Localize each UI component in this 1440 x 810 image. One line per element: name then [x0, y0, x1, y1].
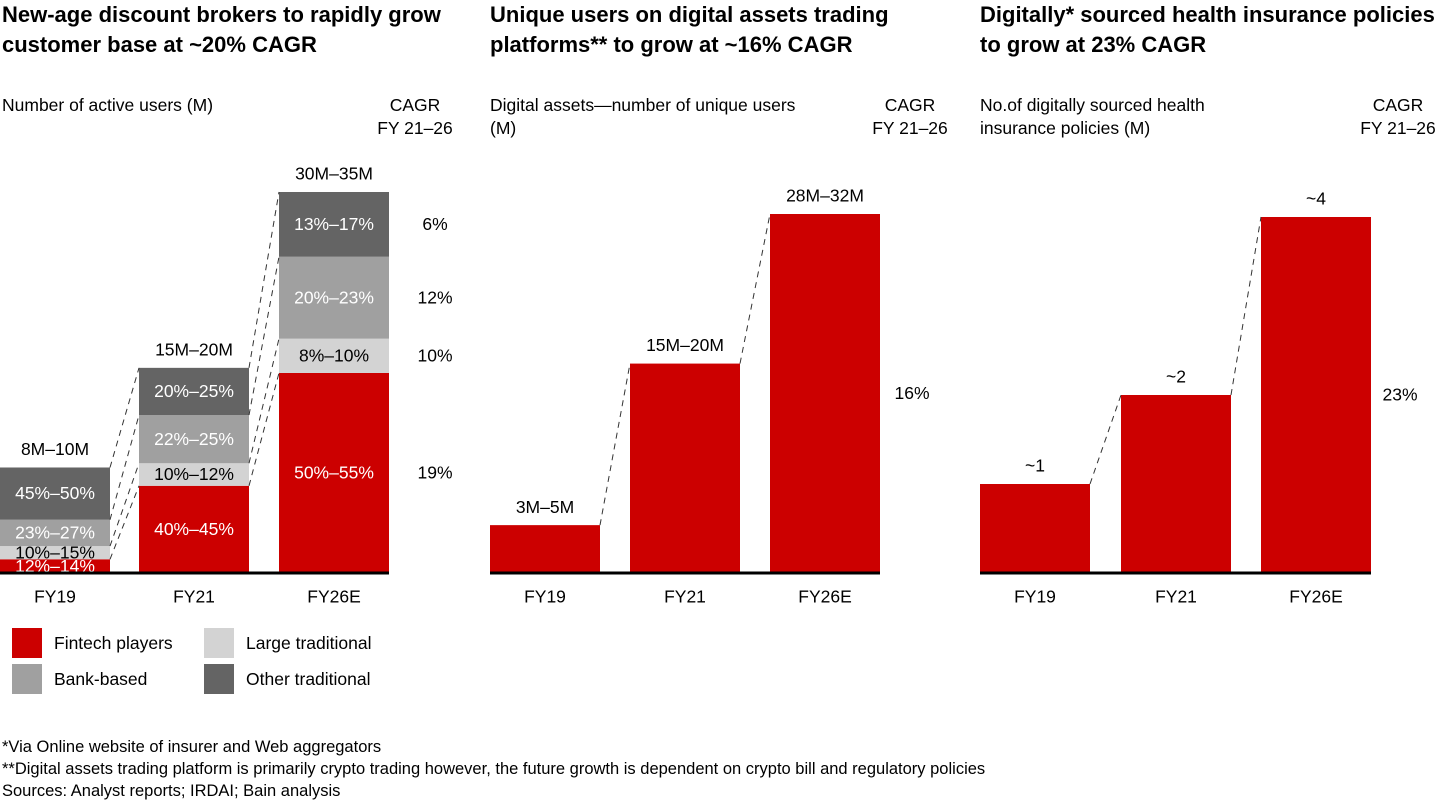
bar-value-label: ~2: [1166, 367, 1186, 387]
cagr-header-line1: CAGR: [884, 95, 936, 115]
connector-line: [109, 367, 140, 468]
panel-1-cagr-header: CAGR FY 21–26: [365, 94, 465, 140]
bar-segment-bank-fy19: [0, 519, 110, 547]
segment-label: 20%–23%: [294, 287, 374, 307]
cagr-value-large: 10%: [417, 345, 452, 365]
bar-value-label: 3M–5M: [516, 497, 574, 517]
segment-label: 10%–15%: [15, 542, 95, 562]
bar-segment-fintech-fy26e: [279, 372, 389, 573]
cagr-header-line1: CAGR: [1372, 95, 1424, 115]
x-tick-label: FY21: [664, 587, 706, 607]
cagr-value-fintech: 19%: [417, 463, 452, 483]
bar-value-label: 28M–32M: [786, 186, 864, 206]
bar-fy26e: [770, 214, 880, 573]
legend-swatch-large: [204, 628, 234, 658]
cagr-value-bank: 12%: [417, 287, 452, 307]
panel-2-cagr-header: CAGR FY 21–26: [860, 94, 960, 140]
bar-value-label: 15M–20M: [646, 335, 724, 355]
connector-line: [739, 213, 771, 364]
bar-segment-fintech-fy19: [0, 559, 110, 573]
segment-label: 8%–10%: [299, 345, 369, 365]
legend-label: Other traditional: [246, 668, 371, 689]
bar-total-label: 8M–10M: [21, 439, 89, 459]
x-tick-label: FY19: [1014, 587, 1056, 607]
legend-item-bank: Bank-based: [12, 664, 147, 694]
bar-value-label: ~4: [1306, 189, 1326, 209]
segment-label: 20%–25%: [154, 381, 234, 401]
connector-line: [109, 485, 140, 560]
segment-label: 23%–27%: [15, 523, 95, 543]
connector-line: [248, 191, 280, 368]
bar-segment-fintech-fy21: [139, 485, 249, 573]
segment-label: 40%–45%: [154, 519, 234, 539]
legend-label: Bank-based: [54, 668, 148, 689]
legend-item-large: Large traditional: [204, 628, 372, 658]
bar-value-label: ~1: [1025, 456, 1045, 476]
footnote-3: Sources: Analyst reports; IRDAI; Bain an…: [2, 782, 341, 800]
bar-fy21: [630, 363, 740, 573]
bar-total-label: 15M–20M: [155, 339, 233, 359]
segment-label: 12%–14%: [15, 556, 95, 576]
x-tick-label: FY26E: [798, 587, 852, 607]
bar-fy19: [490, 525, 600, 573]
connector-line: [1089, 394, 1122, 485]
segment-label: 45%–50%: [15, 483, 95, 503]
segment-label: 10%–12%: [154, 464, 234, 484]
bar-segment-large-fy26e: [279, 338, 389, 373]
footnote-2: **Digital assets trading platform is pri…: [2, 760, 986, 778]
x-tick-label: FY21: [1155, 587, 1197, 607]
panel-3-subtitle: No.of digitally sourced health insurance…: [980, 95, 1205, 138]
bar-segment-large-fy21: [139, 463, 249, 486]
bar-fy21: [1121, 395, 1231, 573]
bar-fy26e: [1261, 217, 1371, 573]
connector-line: [248, 372, 280, 486]
x-tick-label: FY26E: [1289, 587, 1343, 607]
legend-swatch-other: [204, 664, 234, 694]
panel-3-cagr-header: CAGR FY 21–26: [1348, 94, 1440, 140]
bar-segment-other-fy21: [139, 367, 249, 416]
panel-1-title: New-age discount brokers to rapidly grow…: [2, 2, 441, 57]
bar-segment-other-fy26e: [279, 192, 389, 257]
segment-label: 13%–17%: [294, 214, 374, 234]
panel-2-subtitle: Digital assets—number of unique users (M…: [490, 95, 796, 138]
legend-item-fintech: Fintech players: [12, 628, 173, 658]
connector-line: [248, 338, 280, 464]
bar-total-label: 30M–35M: [295, 164, 373, 184]
cagr-value: 16%: [894, 383, 929, 403]
connector-line: [248, 256, 280, 416]
bar-segment-large-fy19: [0, 546, 110, 560]
x-tick-label: FY26E: [307, 587, 361, 607]
cagr-header-line1: CAGR: [389, 95, 441, 115]
legend-swatch-fintech: [12, 628, 42, 658]
connector-line: [1230, 216, 1262, 396]
legend-label: Large traditional: [246, 632, 372, 653]
cagr-header-line2: FY 21–26: [872, 118, 948, 138]
bar-segment-bank-fy21: [139, 415, 249, 464]
legend-swatch-bank: [12, 664, 42, 694]
panel-2-title: Unique users on digital assets trading p…: [490, 2, 889, 57]
footnotes: *Via Online website of insurer and Web a…: [2, 736, 985, 802]
legend-label: Fintech players: [54, 632, 173, 653]
bar-segment-other-fy19: [0, 467, 110, 520]
footnote-1: *Via Online website of insurer and Web a…: [2, 738, 382, 756]
panel-3-title: Digitally* sourced health insurance poli…: [980, 2, 1435, 57]
panel-1-subtitle: Number of active users (M): [2, 95, 214, 115]
cagr-header-line2: FY 21–26: [1360, 118, 1436, 138]
x-tick-label: FY19: [524, 587, 566, 607]
connector-line: [599, 363, 631, 526]
cagr-header-line2: FY 21–26: [377, 118, 453, 138]
segment-label: 22%–25%: [154, 429, 234, 449]
bar-fy19: [980, 484, 1090, 573]
x-tick-label: FY21: [173, 587, 215, 607]
bar-segment-bank-fy26e: [279, 256, 389, 339]
connector-line: [109, 463, 140, 547]
segment-label: 50%–55%: [294, 463, 374, 483]
legend-item-other: Other traditional: [204, 664, 371, 694]
connector-line: [109, 414, 140, 520]
x-tick-label: FY19: [34, 587, 76, 607]
cagr-value: 23%: [1382, 385, 1417, 405]
cagr-value-other: 6%: [422, 214, 447, 234]
